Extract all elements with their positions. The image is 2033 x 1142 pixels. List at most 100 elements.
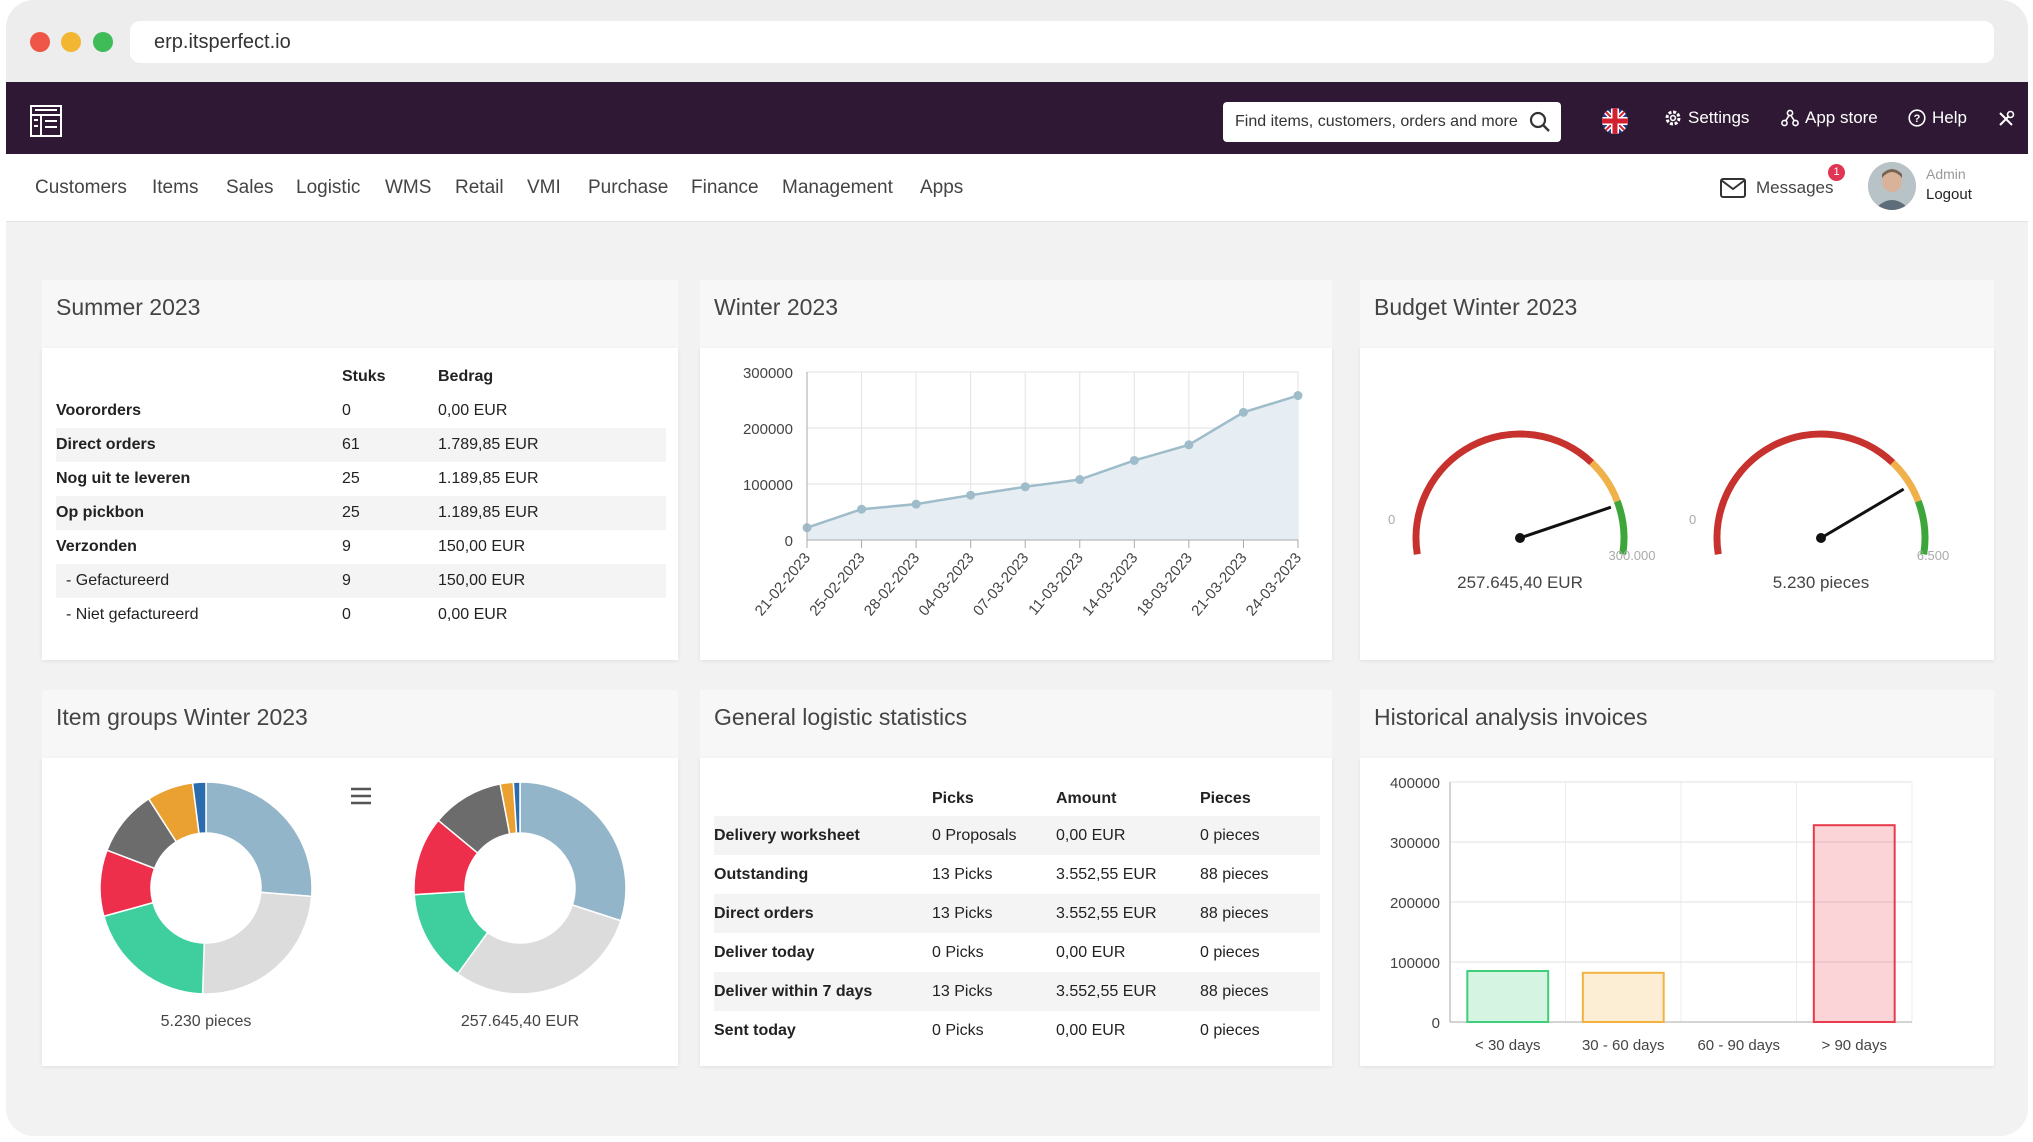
bedrag-value: 150,00 EUR	[438, 564, 666, 598]
bar[interactable]	[1466, 970, 1550, 1023]
data-point[interactable]	[966, 490, 976, 500]
row-label: Direct orders	[56, 428, 342, 462]
y-tick-label: 200000	[1390, 895, 1440, 912]
x-tick-label: < 30 days	[1475, 1037, 1540, 1054]
y-tick-label: 400000	[1390, 775, 1440, 792]
tools-icon[interactable]	[1997, 110, 2015, 128]
menu-item-finance[interactable]: Finance	[691, 177, 759, 198]
data-point[interactable]	[1075, 475, 1085, 485]
amount-value: 0,00 EUR	[1056, 816, 1200, 855]
data-point[interactable]	[857, 504, 867, 514]
donut-label: 257.645,40 EUR	[461, 1013, 579, 1030]
column-header-stuks: Stuks	[342, 368, 386, 385]
app-store-button[interactable]: App store	[1781, 82, 1878, 154]
menu-item-wms[interactable]: WMS	[385, 177, 432, 198]
data-point[interactable]	[1020, 482, 1030, 492]
menu-item-retail[interactable]: Retail	[455, 177, 504, 198]
summer-table: Stuks Bedrag Voororders 0 0,00 EUR Direct o…	[56, 360, 666, 632]
donut-slice[interactable]	[512, 781, 521, 834]
uk-flag-language-icon[interactable]	[1602, 108, 1628, 134]
donut-slice[interactable]	[519, 781, 627, 922]
chart-menu-icon[interactable]	[350, 786, 372, 806]
svg-text:?: ?	[1914, 113, 1921, 125]
logistic-table: Picks Amount Pieces Delivery worksheet 0 …	[714, 782, 1320, 1050]
y-tick-label: 300000	[743, 365, 793, 382]
menu-item-purchase[interactable]: Purchase	[588, 177, 669, 198]
menu-item-apps[interactable]: Apps	[920, 177, 964, 198]
y-tick-label: 300000	[1390, 835, 1440, 852]
messages-button[interactable]: Messages	[1720, 154, 1833, 222]
pieces-value: 88 pieces	[1200, 972, 1320, 1011]
user-avatar[interactable]	[1868, 162, 1916, 210]
x-tick-label: 21-02-2023	[752, 550, 814, 620]
row-label: Outstanding	[714, 865, 809, 883]
logout-link[interactable]: Logout	[1926, 186, 1972, 203]
donut-slice[interactable]	[191, 781, 207, 835]
gauge-band	[1412, 430, 1595, 555]
row-label: - Gefactureerd	[56, 564, 342, 598]
settings-button[interactable]: Settings	[1664, 82, 1749, 154]
table-row: Direct orders 61 1.789,85 EUR	[56, 428, 666, 462]
menu-item-vmi[interactable]: VMI	[527, 177, 561, 198]
menu-item-management[interactable]: Management	[782, 177, 893, 198]
data-point[interactable]	[1293, 391, 1303, 401]
menu-item-customers[interactable]: Customers	[35, 177, 127, 198]
table-row: Delivery worksheet 0 Proposals 0,00 EUR 0 p…	[714, 816, 1320, 855]
table-row: Deliver today 0 Picks 0,00 EUR 0 pieces	[714, 933, 1320, 972]
amount-value: 0,00 EUR	[1056, 943, 1126, 961]
user-avatar-icon	[1868, 162, 1916, 210]
picks-value: 0 Picks	[932, 943, 984, 961]
data-point[interactable]	[1129, 455, 1139, 465]
stuks-value: 9	[342, 538, 351, 555]
row-label: Sent today	[714, 1021, 796, 1039]
help-circle-icon: ?	[1908, 109, 1926, 127]
app-logo-icon[interactable]	[30, 105, 62, 137]
global-search-input[interactable]: Find items, customers, orders and more	[1223, 102, 1561, 142]
browser-window: erp.itsperfect.io Find items, customers,…	[6, 0, 2028, 1136]
table-row: Direct orders 13 Picks 3.552,55 EUR 88 piec…	[714, 894, 1320, 933]
donut-slice[interactable]	[205, 781, 313, 898]
data-point[interactable]	[1184, 440, 1194, 450]
pieces-value: 0 pieces	[1200, 816, 1320, 855]
donut-slice[interactable]	[102, 901, 206, 995]
x-tick-label: 25-02-2023	[806, 550, 868, 620]
donut-slice[interactable]	[201, 891, 313, 995]
data-point[interactable]	[1238, 407, 1248, 417]
menu-item-sales[interactable]: Sales	[226, 177, 274, 198]
amount-value: 3.552,55 EUR	[1056, 894, 1200, 933]
data-point[interactable]	[911, 499, 921, 509]
bar[interactable]	[1812, 824, 1896, 1023]
x-tick-label: 04-03-2023	[915, 550, 977, 620]
gauge-pivot	[1816, 533, 1826, 543]
row-label: Delivery worksheet	[714, 816, 932, 855]
bar[interactable]	[1581, 971, 1665, 1024]
picks-value: 13 Picks	[932, 972, 1056, 1011]
close-window-dot[interactable]	[30, 32, 50, 52]
messages-label: Messages	[1756, 178, 1834, 197]
messages-count-badge: 1	[1828, 164, 1845, 181]
donut-slice[interactable]	[456, 904, 622, 995]
gauge-pivot	[1515, 533, 1525, 543]
row-label: Verzonden	[56, 538, 137, 555]
row-label: - Niet gefactureerd	[66, 606, 199, 623]
maximize-window-dot[interactable]	[93, 32, 113, 52]
gauge-band	[1890, 460, 1922, 503]
search-icon[interactable]	[1529, 111, 1551, 133]
column-header-picks: Picks	[932, 790, 974, 807]
url-text: erp.itsperfect.io	[154, 31, 291, 53]
winter-card-body: 0 100000 200000 300000 21-02-2023 25-02-2023 2…	[700, 348, 1332, 660]
minimize-window-dot[interactable]	[61, 32, 81, 52]
help-button[interactable]: ? Help	[1908, 82, 1967, 154]
y-tick-label: 0	[785, 533, 793, 550]
address-bar[interactable]: erp.itsperfect.io	[130, 21, 1994, 63]
series-line	[806, 394, 1299, 529]
table-row: Op pickbon 25 1.189,85 EUR	[56, 496, 666, 530]
menu-item-logistic[interactable]: Logistic	[296, 177, 361, 198]
pieces-value: 88 pieces	[1200, 894, 1320, 933]
budget-gauges: 0 300.000 257.645,40 EUR 0 6.500 5.230 pieces	[1388, 430, 1949, 592]
summer-card-body: Stuks Bedrag Voororders 0 0,00 EUR Direct o…	[42, 348, 678, 660]
bedrag-value: 0,00 EUR	[438, 606, 508, 623]
menu-item-items[interactable]: Items	[152, 177, 199, 198]
item-groups-card: Item groups Winter 2023 5.230 pieces 257.…	[42, 690, 678, 1066]
logistic-stats-card: General logistic statistics Picks Amount…	[700, 690, 1332, 1066]
